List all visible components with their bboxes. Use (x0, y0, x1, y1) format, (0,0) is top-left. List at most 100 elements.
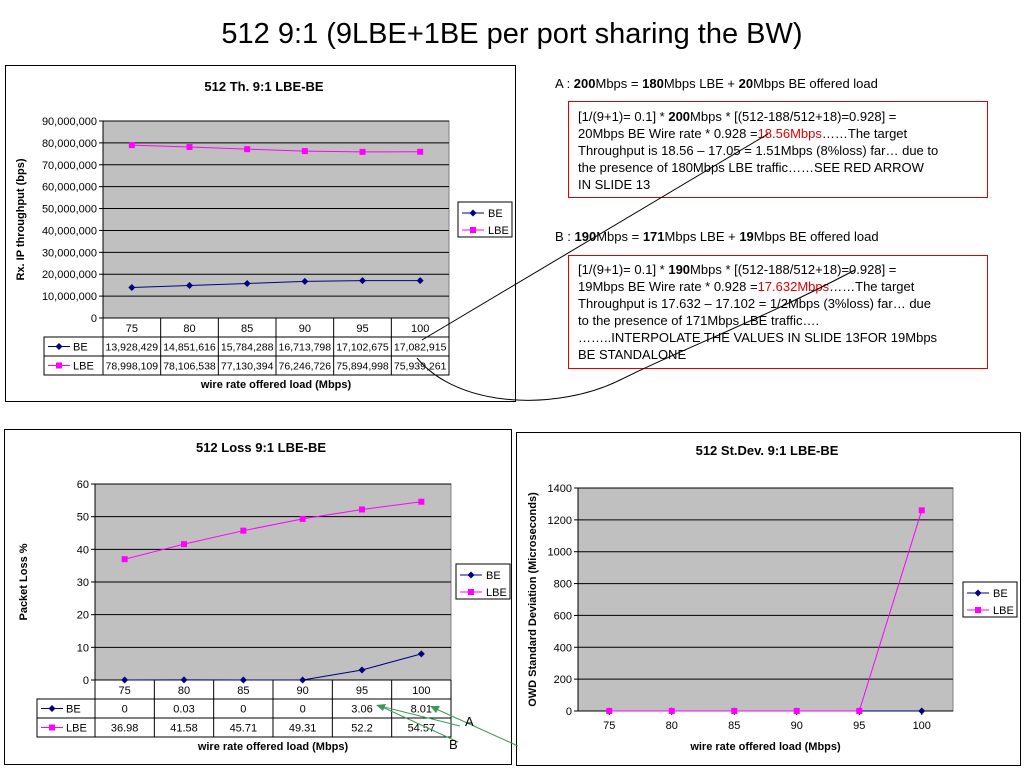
note-a-box: [1/(9+1)= 0.1] * 200Mbps * [(512-188/512… (568, 101, 988, 198)
chart2-data-point-be (358, 666, 366, 674)
note-b-text-line: to the presence of 171Mbps LBE traffic…. (578, 312, 978, 329)
chart2-legend (455, 563, 511, 600)
chart1-plot-area (102, 120, 450, 319)
chart1-table-cell: 14,851,616 (163, 342, 216, 354)
chart2-y-tick-label: 0 (83, 675, 89, 687)
note-a-heading-part: A : (555, 76, 574, 91)
note-a-fragment: [1/(9+1)= 0.1] * (578, 109, 669, 124)
chart2-table-row-name: BE (66, 704, 81, 716)
chart2-data-point-be (239, 676, 247, 684)
chart2-legend-marker (467, 571, 475, 579)
chart2-table-cell: 45.71 (230, 723, 258, 735)
note-b-text-line: ……..INTERPOLATE THE VALUES IN SLIDE 13FO… (578, 329, 978, 346)
chart2-table-cell: 54.57 (408, 723, 436, 735)
chart1-x-category-label: 100 (411, 323, 429, 335)
chart1-table-cell: 77,130,394 (221, 361, 274, 373)
chart2-data-point-lbe (418, 498, 425, 505)
chart2-table-legend-marker (49, 724, 55, 731)
note-b-fragment: 190 (668, 262, 691, 277)
chart1-data-point-be (128, 284, 136, 292)
note-b-fragment: BE STANDALONE (578, 347, 687, 362)
note-b-text-line: 19Mbps BE Wire rate * 0.928 =17.632Mbps…… (578, 278, 978, 295)
chart3-data-point-be (918, 707, 926, 715)
chart1-table-cell: 75,939,261 (394, 361, 447, 373)
chart1-data-point-lbe (359, 148, 366, 155)
note-a-fragment: Mbps * [(512-188/512+18)=0.928] = (690, 109, 897, 124)
chart1-x-category-label: 95 (356, 323, 368, 335)
chart2-x-category-label: 95 (356, 685, 368, 697)
chart1-title: 512 Th. 9:1 LBE-BE (204, 79, 324, 94)
note-b-heading: B : 190Mbps = 171Mbps LBE + 19Mbps BE of… (555, 229, 879, 244)
chart2-y-tick-label: 60 (77, 479, 89, 491)
note-b-fragment: 19Mbps BE Wire rate * 0.928 = (578, 279, 758, 294)
chart3-x-category-label: 85 (728, 720, 740, 732)
chart1-data-point-lbe (301, 148, 308, 155)
chart3-y-tick-label: 1200 (548, 515, 572, 527)
chart1-table-cell: 75,894,998 (336, 361, 389, 373)
chart2-x-category-label: 100 (412, 685, 430, 697)
chart3-legend-label: LBE (993, 605, 1014, 617)
chart2-table-cell: 3.06 (351, 704, 372, 716)
chart3-y-tick-label: 600 (554, 610, 572, 622)
throughput-chart-svg: 512 Th. 9:1 LBE-BE 0 10,000,000 20,000,000 3… (15, 79, 513, 391)
chart2-table-cell: 41.58 (170, 723, 198, 735)
chart1-table-cell: 17,082,915 (394, 342, 447, 354)
chart2-table-row-name: LBE (66, 723, 87, 735)
chart3-y-tick-label: 0 (566, 706, 572, 718)
chart3-data-point-lbe (606, 708, 613, 714)
chart2-legend-label: LBE (486, 587, 507, 599)
chart2-data-point-be (180, 676, 188, 684)
chart1-table-cell: 78,998,109 (106, 361, 159, 373)
loss-chart: 512 Loss 9:1 LBE-BE 0 10 20 30 40 50 60 Packet L… (4, 429, 512, 765)
note-b-heading-part: Mbps LBE + (664, 229, 740, 244)
chart1-y-axis-label: Rx. IP throughput (bps) (15, 158, 27, 280)
chart2-data-point-be (299, 676, 307, 684)
note-a-heading-bold-part: 180 (642, 76, 664, 91)
note-a-fragment: IN SLIDE 13 (578, 177, 651, 192)
chart3-x-category-label: 100 (913, 720, 931, 732)
chart3-y-tick-label: 200 (554, 674, 572, 686)
chart2-table-cell: 36.98 (111, 723, 139, 735)
note-b-box: [1/(9+1)= 0.1] * 190Mbps * [(512-188/512… (568, 255, 988, 369)
chart3-legend (962, 581, 1018, 618)
chart1-data-point-lbe (244, 146, 251, 153)
chart2-table-cell: 0 (122, 704, 128, 716)
chart2-title: 512 Loss 9:1 LBE-BE (196, 440, 326, 455)
note-a-text-line: Throughput is 18.56 – 17.05 = 1.51Mbps (… (578, 142, 978, 159)
note-b-fragment: Mbps * [(512-188/512+18)=0.928] = (690, 262, 897, 277)
chart1-data-point-be (186, 281, 193, 289)
chart1-table-cell: 76,246,726 (279, 361, 332, 373)
chart1-data-point-lbe (417, 148, 424, 155)
chart2-data-point-lbe (121, 556, 128, 563)
note-b-text-line: BE STANDALONE (578, 346, 978, 363)
stdev-chart-svg: 512 St.Dev. 9:1 LBE-BE 0 200 400 600 800 1000 1… (527, 443, 1018, 753)
chart3-legend-label: BE (993, 588, 1008, 600)
note-b-heading-bold-part: 19 (739, 229, 754, 244)
chart2-table-cell: 8.01 (411, 704, 432, 716)
chart2-y-tick-label: 50 (77, 512, 89, 524)
note-a-fragment: ……The target (821, 126, 908, 141)
note-a-heading-bold-part: 20 (738, 76, 754, 91)
note-a-heading-part: Mbps = (595, 76, 643, 91)
chart2-x-category-label: 80 (178, 685, 190, 697)
note-a-fragment: 20Mbps BE Wire rate * 0.928 = (578, 126, 758, 141)
note-a-heading: A : 200Mbps = 180Mbps LBE + 20Mbps BE of… (555, 76, 878, 91)
chart2-y-axis-label: Packet Loss % (18, 543, 30, 620)
chart3-x-category-label: 75 (603, 720, 615, 732)
note-a-text-line: IN SLIDE 13 (578, 176, 978, 193)
chart1-table-cell: 15,784,288 (221, 342, 274, 354)
chart2-y-tick-label: 40 (77, 544, 89, 556)
note-b-fragment: ……The target (829, 279, 915, 294)
chart1-data-point-lbe (186, 144, 193, 151)
note-a-heading-bold-part: 200 (573, 76, 596, 91)
chart1-legend-marker (470, 227, 476, 233)
chart1-table-cell: 78,106,538 (163, 361, 216, 373)
chart2-legend-marker (468, 589, 474, 595)
note-b-text-line: [1/(9+1)= 0.1] * 190Mbps * [(512-188/512… (578, 261, 978, 278)
chart3-x-category-label: 95 (853, 720, 865, 732)
chart3-data-point-lbe (793, 708, 800, 714)
chart1-y-tick-label: 90,000,000 (42, 116, 97, 128)
chart2-series-line-lbe (124, 501, 422, 560)
chart3-x-axis-label: wire rate offered load (Mbps) (689, 741, 841, 753)
loss-chart-svg: 512 Loss 9:1 LBE-BE 0 10 20 30 40 50 60 Packet L… (18, 440, 511, 753)
